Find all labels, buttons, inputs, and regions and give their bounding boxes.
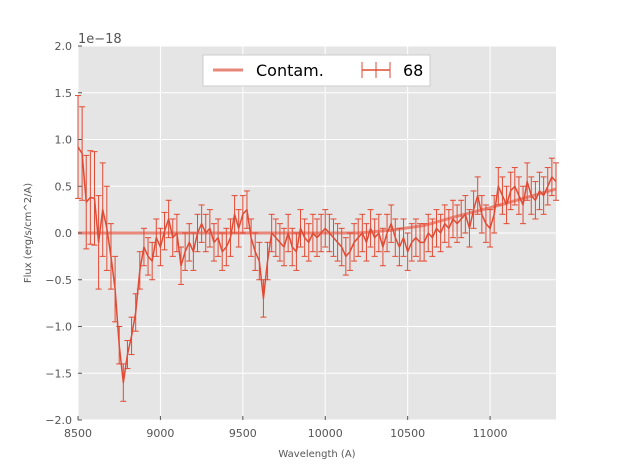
x-axis-ticks: 8500 9000 9500 10000 10500 11000 (64, 416, 508, 440)
x-tick-label: 8500 (64, 427, 92, 440)
x-tick-label: 9000 (146, 427, 174, 440)
x-tick-label: 11000 (473, 427, 508, 440)
y-tick-label: 0.5 (55, 180, 73, 193)
y-axis-label: Flux (erg/s/cm^2/A) (23, 183, 34, 283)
y-tick-label: 1.5 (55, 87, 73, 100)
legend: Contam. 68 (202, 54, 431, 87)
y-tick-label: 1.0 (55, 134, 73, 147)
x-tick-label: 10000 (308, 427, 343, 440)
y-tick-label: −1.0 (45, 321, 72, 334)
legend-68-swatch (361, 62, 391, 78)
y-tick-label: 0.0 (55, 227, 73, 240)
spectrum-line (77, 146, 557, 384)
y-tick-label: 2.0 (55, 40, 73, 53)
y-tick-label: −0.5 (45, 274, 72, 287)
y-tick-label: −2.0 (45, 414, 72, 427)
spectrum-series (75, 95, 559, 402)
y-tick-label: −1.5 (45, 367, 72, 380)
legend-contam-label: Contam. (256, 61, 324, 80)
x-tick-label: 9500 (229, 427, 257, 440)
x-tick-label: 10500 (390, 427, 425, 440)
legend-68-label: 68 (403, 61, 423, 80)
y-axis-ticks: −2.0 −1.5 −1.0 −0.5 0.0 0.5 1.0 1.5 2.0 (45, 40, 82, 427)
y-offset-label: 1e−18 (78, 32, 122, 47)
x-axis-label: Wavelength (A) (278, 449, 355, 460)
